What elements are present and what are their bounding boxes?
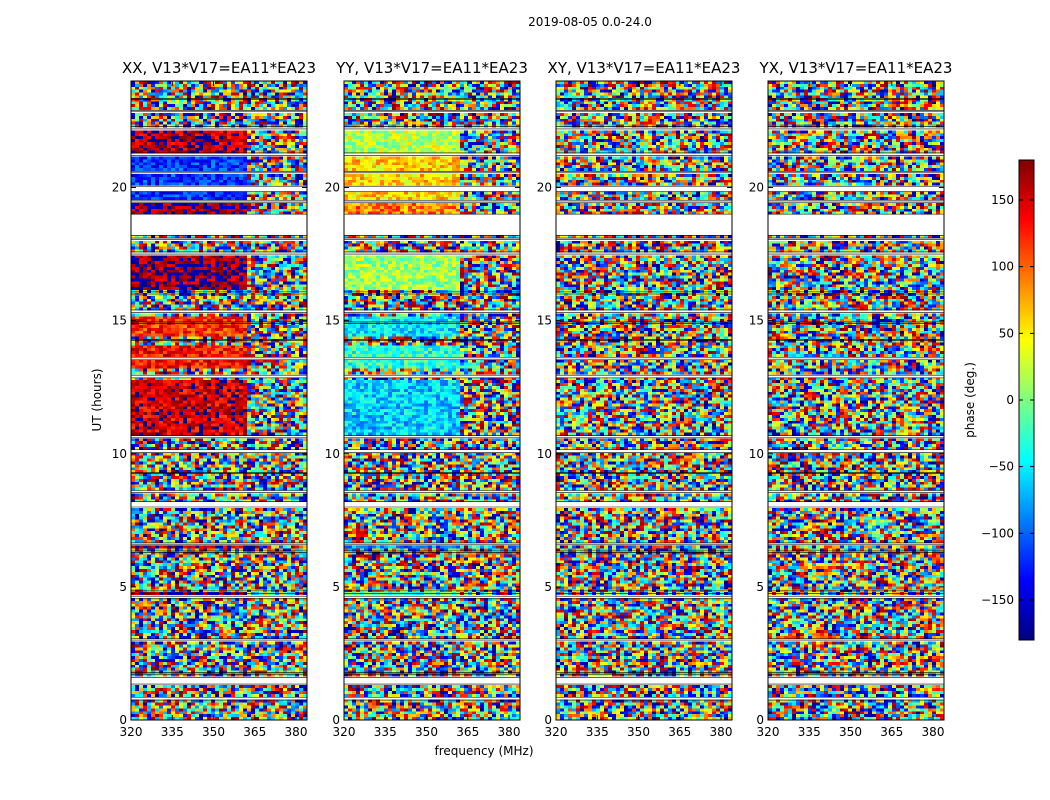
x-tick-label: 365 (243, 725, 266, 739)
x-tick-label: 365 (880, 725, 903, 739)
colorbar-tick-label: −50 (989, 460, 1014, 474)
panel-yx: YX, V13*V17=EA11*EA23 320 335 350 365 380 0 5 10… (749, 59, 953, 739)
phase-waterfall (344, 81, 520, 720)
panel-xy: XY, V13*V17=EA11*EA23 320 335 350 365 380 0 5 10… (537, 59, 741, 739)
colorbar-tick-label: −100 (981, 526, 1014, 540)
panel-title: XX, V13*V17=EA11*EA23 (122, 59, 316, 77)
colorbar-tick-label: 50 (999, 326, 1014, 340)
y-tick-label: 10 (537, 447, 552, 461)
y-tick-label: 5 (332, 580, 340, 594)
x-tick-label: 335 (586, 725, 609, 739)
panel-title: YY, V13*V17=EA11*EA23 (335, 59, 528, 77)
phase-waterfall (768, 81, 944, 720)
y-tick-label: 0 (544, 713, 552, 727)
x-tick-label: 320 (120, 725, 143, 739)
x-tick-label: 365 (456, 725, 479, 739)
x-tick-label: 365 (668, 725, 691, 739)
y-tick-label: 15 (112, 314, 127, 328)
y-tick-label: 15 (325, 314, 340, 328)
y-tick-label: 5 (756, 580, 764, 594)
x-tick-label: 335 (374, 725, 397, 739)
y-tick-label: 5 (119, 580, 127, 594)
panel-xx: XX, V13*V17=EA11*EA23 320 335 350 365 380 0 5 10… (112, 59, 316, 739)
y-tick-label: 15 (749, 314, 764, 328)
y-tick-label: 20 (749, 181, 764, 195)
x-axis-label: frequency (MHz) (434, 744, 533, 758)
colorbar-tick-label: 100 (991, 260, 1014, 274)
colorbar-ticks: −150 −100 −50 0 50 100 150 (981, 193, 1034, 607)
colorbar-tick-label: −150 (981, 593, 1014, 607)
y-tick-label: 15 (537, 314, 552, 328)
x-tick-label: 380 (285, 725, 308, 739)
panel-frame (343, 80, 521, 721)
colorbar: −150 −100 −50 0 50 100 150 phase (deg.) (963, 159, 1035, 641)
x-tick-label: 320 (757, 725, 780, 739)
y-tick-label: 10 (325, 447, 340, 461)
y-tick-label: 5 (544, 580, 552, 594)
phase-waterfall (556, 81, 732, 720)
panel-title: YX, V13*V17=EA11*EA23 (759, 59, 953, 77)
panel-yy: YY, V13*V17=EA11*EA23 320 335 350 365 380 0 5 10… (325, 59, 528, 739)
y-tick-label: 0 (756, 713, 764, 727)
y-tick-label: 0 (119, 713, 127, 727)
x-tick-label: 350 (202, 725, 225, 739)
y-tick-label: 20 (112, 181, 127, 195)
panels: XX, V13*V17=EA11*EA23 320 335 350 365 380 0 5 10… (112, 59, 953, 739)
panel-title: XY, V13*V17=EA11*EA23 (548, 59, 741, 77)
colorbar-tick-label: 0 (1006, 393, 1014, 407)
x-tick-label: 380 (922, 725, 945, 739)
panel-frame (767, 80, 945, 721)
x-tick-label: 350 (627, 725, 650, 739)
figure-suptitle: 2019-08-05 0.0-24.0 (528, 15, 652, 29)
x-tick-label: 350 (415, 725, 438, 739)
phase-waterfall (131, 81, 307, 720)
colorbar-label: phase (deg.) (963, 362, 977, 438)
y-tick-label: 20 (537, 181, 552, 195)
panel-frame (555, 80, 733, 721)
y-axis-label: UT (hours) (90, 368, 104, 431)
x-tick-label: 380 (498, 725, 521, 739)
x-tick-label: 335 (798, 725, 821, 739)
x-tick-label: 350 (839, 725, 862, 739)
x-tick-label: 380 (710, 725, 733, 739)
x-tick-label: 320 (545, 725, 568, 739)
colorbar-tick-label: 150 (991, 193, 1014, 207)
y-tick-label: 20 (325, 181, 340, 195)
x-tick-label: 320 (333, 725, 356, 739)
y-tick-label: 0 (332, 713, 340, 727)
y-tick-label: 10 (749, 447, 764, 461)
panel-frame (130, 80, 308, 721)
y-tick-label: 10 (112, 447, 127, 461)
x-tick-label: 335 (161, 725, 184, 739)
